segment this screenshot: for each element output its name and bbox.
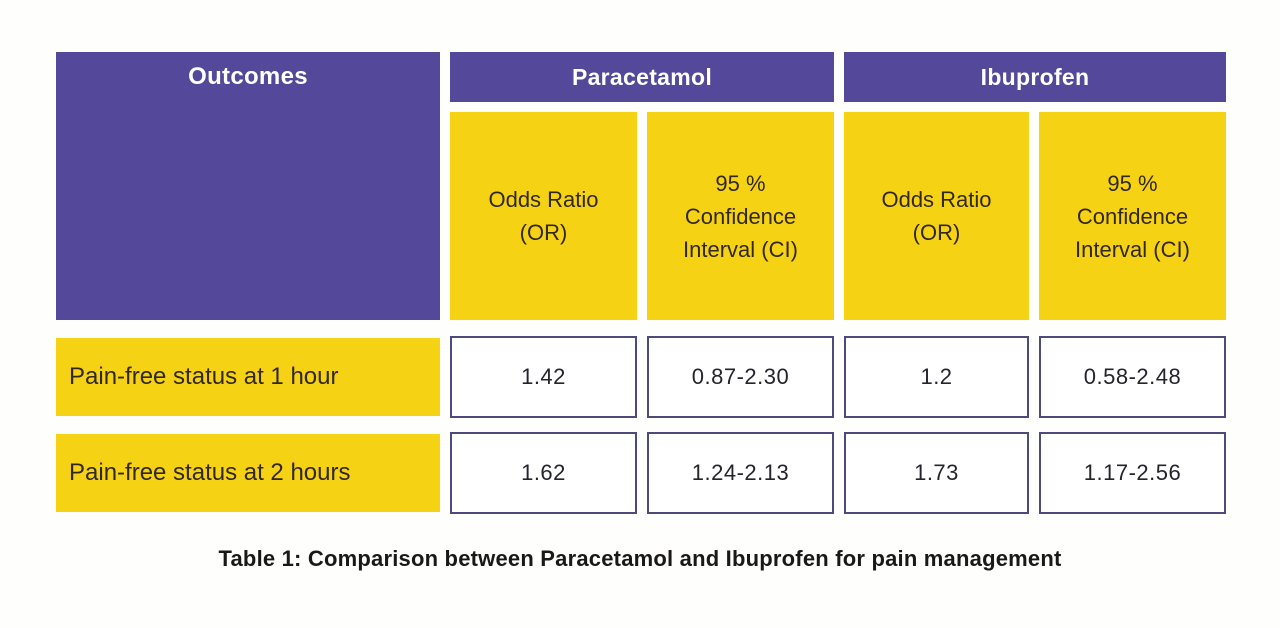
outcomes-header-label: Outcomes [188, 63, 308, 90]
value-ibuprofen-ci-1-hour: 0.58-2.48 [1039, 336, 1226, 418]
comparison-table: Outcomes Paracetamol Ibuprofen Odds Rati… [56, 52, 1226, 514]
subheader-line: (OR) [912, 220, 961, 245]
table-caption: Table 1: Comparison between Paracetamol … [218, 546, 1062, 571]
subheader-ibuprofen-confidence-interval: 95 % Confidence Interval (CI) [1039, 112, 1226, 320]
row-label-pain-free-2-hours: Pain-free status at 2 hours [56, 434, 440, 512]
subheader-line: (OR) [519, 220, 568, 245]
value-paracetamol-or-1-hour: 1.42 [450, 336, 637, 418]
subheader-line: Interval (CI) [683, 236, 798, 262]
outcomes-header-cell: Outcomes [56, 52, 440, 320]
value-ibuprofen-or-2-hours: 1.73 [844, 432, 1029, 514]
group-header-paracetamol: Paracetamol [450, 52, 834, 102]
value-paracetamol-ci-1-hour: 0.87-2.30 [647, 336, 834, 418]
subheader-line: Confidence [684, 203, 797, 229]
subheader-line: Confidence [1076, 203, 1189, 229]
subheader-line: Odds Ratio [881, 187, 992, 212]
subheader-line: 95 % [1107, 170, 1158, 196]
value-paracetamol-ci-2-hours: 1.24-2.13 [647, 432, 834, 514]
value-ibuprofen-ci-2-hours: 1.17-2.56 [1039, 432, 1226, 514]
value-ibuprofen-or-1-hour: 1.2 [844, 336, 1029, 418]
subheader-ibuprofen-odds-ratio: Odds Ratio (OR) [844, 112, 1029, 320]
subheader-line: Interval (CI) [1075, 236, 1190, 262]
subheader-line: Odds Ratio [488, 187, 599, 212]
subheader-paracetamol-confidence-interval: 95 % Confidence Interval (CI) [647, 112, 834, 320]
subheader-line: 95 % [715, 170, 766, 196]
row-label-pain-free-1-hour: Pain-free status at 1 hour [56, 338, 440, 416]
subheader-paracetamol-odds-ratio: Odds Ratio (OR) [450, 112, 637, 320]
value-paracetamol-or-2-hours: 1.62 [450, 432, 637, 514]
group-header-ibuprofen: Ibuprofen [844, 52, 1226, 102]
